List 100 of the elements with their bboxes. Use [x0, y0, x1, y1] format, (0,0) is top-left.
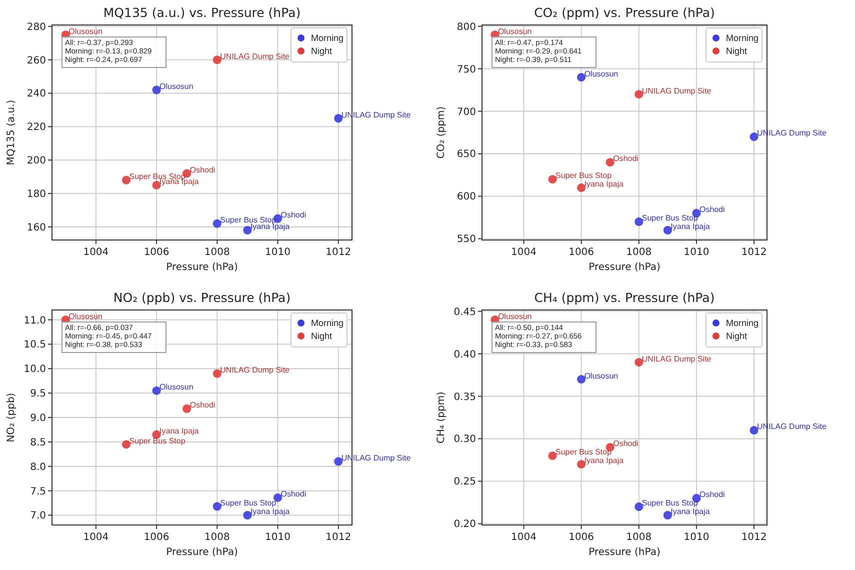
annotation: Olusosun	[584, 69, 618, 78]
y-axis-title: CO₂ (ppm)	[436, 106, 447, 159]
annotation: UNILAG Dump Site	[642, 354, 712, 364]
point	[634, 90, 644, 99]
point	[606, 158, 614, 167]
annotation: Oshodi	[190, 400, 216, 410]
legend-label: Night	[726, 331, 748, 342]
annotation: Olusosun	[498, 26, 532, 36]
annotation: Olusosun	[584, 371, 618, 380]
y-tick-label: 240	[26, 88, 46, 100]
point	[243, 510, 252, 520]
x-axis-title: Pressure (hPa)	[166, 547, 238, 558]
y-tick-label: 280	[26, 22, 46, 33]
annotation: Olusosun	[498, 312, 532, 321]
y-tick-label: 9.0	[30, 413, 46, 424]
x-tick-label: 1010	[684, 532, 710, 543]
x-tick-label: 1006	[568, 532, 594, 543]
x-tick-label: 1006	[568, 247, 594, 258]
legend-label: Night	[311, 46, 333, 56]
y-tick-label: 220	[26, 122, 46, 134]
y-tick-label: 8.0	[30, 462, 46, 473]
point	[152, 86, 161, 94]
y-tick-label: 650	[456, 149, 476, 160]
y-tick-label: 10.5	[24, 340, 46, 351]
y-tick-label: 600	[456, 192, 476, 203]
legend-label: Night	[311, 331, 333, 342]
legend-label: Morning	[311, 33, 344, 44]
x-tick-label: 1004	[511, 247, 536, 258]
annotation: Oshodi	[613, 154, 639, 164]
y-tick-label: 0.30	[454, 434, 476, 446]
point	[548, 451, 557, 460]
x-tick-label: 1004	[511, 532, 536, 543]
annotation: Olusosun	[160, 382, 194, 392]
x-tick-label: 1010	[684, 247, 710, 258]
annotation: Olusosun	[160, 82, 194, 91]
annotation: Iyana Ipaja	[670, 222, 710, 232]
y-tick-label: 800	[456, 22, 476, 33]
y-tick-label: 750	[456, 64, 476, 76]
point	[152, 386, 161, 395]
x-tick-label: 1012	[741, 247, 767, 258]
point	[212, 369, 222, 378]
chart-title: MQ135 (a.u.) vs. Pressure (hPa)	[103, 5, 301, 20]
point	[212, 219, 222, 228]
annotation: UNILAG Dump Site	[642, 86, 712, 96]
annotation: Oshodi	[699, 205, 726, 214]
x-tick-label: 1006	[144, 532, 170, 543]
point	[182, 404, 192, 413]
chart-title: CO₂ (ppm) vs. Pressure (hPa)	[534, 5, 715, 20]
point	[334, 114, 343, 123]
chart-title: NO₂ (ppb) vs. Pressure (hPa)	[113, 290, 291, 305]
y-tick-label: 7.0	[30, 510, 46, 522]
point	[122, 176, 131, 184]
y-tick-label: 11.0	[24, 315, 46, 326]
y-tick-label: 550	[456, 234, 476, 246]
point	[577, 72, 586, 82]
y-tick-label: 700	[456, 106, 476, 118]
y-axis-title: CH₄ (ppm)	[436, 391, 447, 444]
x-tick-label: 1010	[265, 532, 290, 543]
x-tick-label: 1012	[741, 532, 767, 543]
y-tick-label: 7.5	[30, 486, 46, 498]
annotation: Super Bus Stop	[129, 436, 186, 446]
point	[152, 180, 161, 190]
x-axis-title: Pressure (hPa)	[166, 262, 238, 273]
y-tick-label: 160	[26, 222, 46, 234]
annotation: Super Bus Stop	[556, 171, 612, 180]
point	[634, 358, 644, 367]
point	[334, 457, 343, 466]
x-tick-label: 1012	[326, 247, 352, 258]
y-axis-title: MQ135 (a.u.)	[6, 100, 17, 166]
annotation: Oshodi	[613, 439, 639, 448]
x-tick-label: 1004	[83, 532, 109, 543]
y-tick-label: 0.20	[454, 519, 476, 530]
y-tick-label: 0.45	[454, 306, 476, 318]
annotation: Iyana Ipaja	[584, 456, 624, 466]
x-tick-label: 1008	[626, 532, 652, 543]
x-axis-title: Pressure (hPa)	[588, 547, 660, 558]
y-tick-label: 8.5	[30, 437, 46, 448]
point	[243, 226, 252, 235]
y-tick-label: 0.25	[454, 476, 476, 488]
legend-label: Night	[726, 46, 748, 56]
annotation: Olusosun	[68, 312, 102, 321]
annotation: Iyana Ipaja	[670, 507, 710, 516]
point	[634, 502, 644, 512]
annotation: Oshodi	[280, 210, 306, 220]
legend-label: Morning	[311, 318, 344, 328]
annotation: Oshodi	[280, 490, 306, 499]
point	[212, 502, 222, 511]
y-tick-label: 0.35	[454, 392, 476, 403]
y-tick-label: 200	[26, 156, 46, 167]
point	[663, 510, 672, 520]
annotation: Iyana Ipaja	[584, 180, 624, 189]
point	[212, 56, 222, 64]
x-tick-label: 1004	[83, 247, 109, 258]
legend-label: Morning	[726, 318, 759, 328]
x-tick-label: 1012	[326, 532, 352, 543]
y-tick-label: 180	[26, 188, 46, 200]
annotation: UNILAG Dump Site	[220, 52, 290, 61]
point	[122, 440, 131, 449]
annotation: Super Bus Stop	[220, 498, 277, 508]
point	[548, 174, 557, 184]
